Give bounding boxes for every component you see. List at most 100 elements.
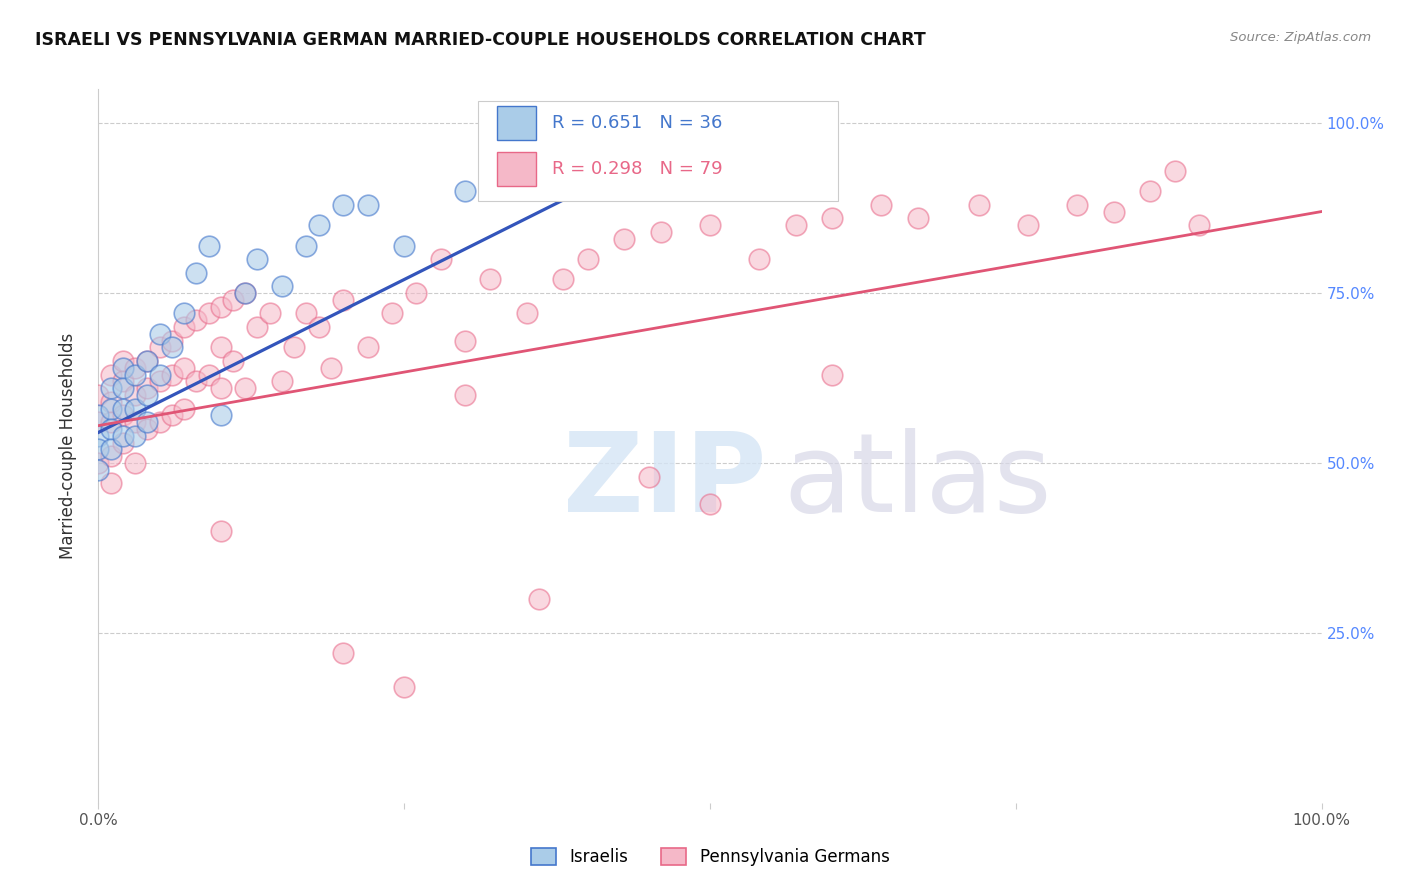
Point [381,306,404,320]
Point [613,232,636,246]
Point [136,415,159,429]
Point [136,354,159,368]
Point [454,388,477,402]
Point [87,456,110,470]
Point [100,476,122,491]
Point [111,354,134,368]
Point [283,341,305,355]
Point [111,401,134,416]
Point [197,368,219,382]
Point [124,368,146,382]
Text: ISRAELI VS PENNSYLVANIA GERMAN MARRIED-COUPLE HOUSEHOLDS CORRELATION CHART: ISRAELI VS PENNSYLVANIA GERMAN MARRIED-C… [35,31,927,49]
Point [356,341,378,355]
Text: Source: ZipAtlas.com: Source: ZipAtlas.com [1230,31,1371,45]
FancyBboxPatch shape [498,106,536,140]
Point [1102,204,1125,219]
Point [870,198,893,212]
Point [100,381,122,395]
Point [454,334,477,348]
Point [100,415,122,429]
Point [308,320,330,334]
Point [173,401,195,416]
Point [222,354,245,368]
Point [160,341,183,355]
Point [87,388,110,402]
Point [515,306,537,320]
Point [160,409,183,423]
Point [222,293,245,307]
Point [173,360,195,375]
Point [392,238,416,252]
Point [319,360,342,375]
Point [124,388,146,402]
Point [699,497,721,511]
Point [233,286,256,301]
Point [149,326,172,341]
Point [136,388,159,402]
Point [967,198,990,212]
Point [100,449,122,463]
Point [650,225,672,239]
Point [209,409,232,423]
Point [259,306,281,320]
Point [136,381,159,395]
Point [295,306,318,320]
Point [173,306,195,320]
Point [270,279,294,293]
Point [100,368,122,382]
Point [821,368,844,382]
Point [87,429,110,443]
Point [1188,218,1211,232]
FancyBboxPatch shape [498,152,536,186]
Text: R = 0.298   N = 79: R = 0.298 N = 79 [553,161,723,178]
Point [392,680,416,694]
Point [1164,163,1187,178]
Point [186,313,208,327]
Point [430,252,453,266]
Point [1139,184,1161,198]
Point [527,591,550,606]
Point [160,334,183,348]
Point [246,320,269,334]
Legend: Israelis, Pennsylvania Germans: Israelis, Pennsylvania Germans [530,847,890,866]
Point [124,456,146,470]
Point [233,381,256,395]
Point [356,198,378,212]
Point [100,401,122,416]
Point [124,429,146,443]
Point [295,238,318,252]
Point [111,435,134,450]
Point [638,469,661,483]
Point [100,394,122,409]
Point [515,136,537,151]
Point [186,375,208,389]
Point [111,429,134,443]
Point [209,341,232,355]
Point [270,375,294,389]
Point [149,341,172,355]
Point [111,381,134,395]
Point [332,293,354,307]
Text: R = 0.651   N = 36: R = 0.651 N = 36 [553,114,723,132]
Point [405,286,427,301]
Point [454,184,477,198]
FancyBboxPatch shape [478,102,838,202]
Point [478,163,501,178]
Point [100,422,122,436]
Point [332,198,354,212]
Point [87,463,110,477]
Point [1017,218,1039,232]
Point [553,272,575,286]
Text: ZIP: ZIP [564,428,766,535]
Point [111,375,134,389]
Point [111,360,134,375]
Point [197,238,219,252]
Point [100,442,122,457]
Point [136,422,159,436]
Text: atlas: atlas [783,428,1052,535]
Point [308,218,330,232]
Point [576,252,599,266]
Point [209,524,232,538]
Point [197,306,219,320]
Point [332,646,354,660]
